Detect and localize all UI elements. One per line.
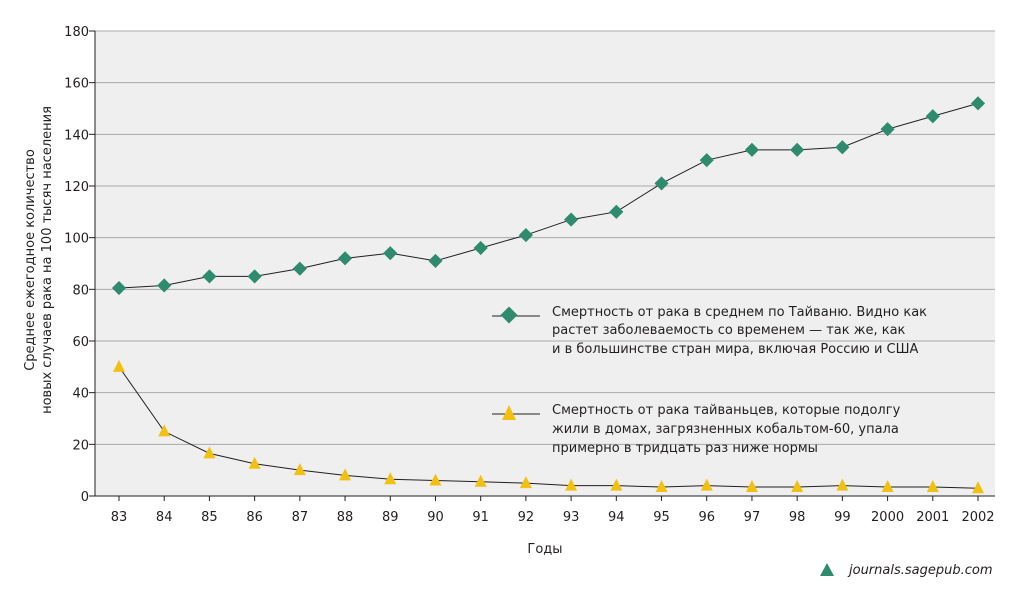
series-2-point xyxy=(972,481,984,494)
series-1-point xyxy=(835,140,850,155)
series-1-point xyxy=(744,142,760,157)
x-tick-label: 84 xyxy=(156,510,173,525)
series-2-point xyxy=(745,479,758,492)
x-tick-label: 98 xyxy=(789,510,806,525)
series-2-point xyxy=(429,473,442,486)
y-tick-label: 180 xyxy=(64,25,89,40)
series-2-point xyxy=(474,474,487,487)
x-tick-label: 83 xyxy=(111,510,128,525)
series-1-point xyxy=(202,269,217,284)
x-tick-label: 96 xyxy=(698,510,715,525)
series-1-point xyxy=(970,96,986,111)
series-1-point xyxy=(428,253,443,268)
x-tick-label: 99 xyxy=(834,510,851,525)
series-1-point xyxy=(518,228,533,243)
legend-triangle-icon xyxy=(502,405,516,420)
series-1-point xyxy=(790,142,805,157)
legend-2-line-1: Смертность от рака тайваньцев, которые п… xyxy=(552,403,901,418)
x-tick-label: 89 xyxy=(382,510,399,525)
x-tick-label: 2000 xyxy=(871,510,904,525)
gridlines xyxy=(89,30,995,501)
series-2-point xyxy=(881,479,894,492)
series-2-point xyxy=(158,424,171,437)
y-tick-label: 80 xyxy=(72,283,89,298)
x-tick-label: 90 xyxy=(427,510,444,525)
legend-2-line-2: жили в домах, загрязненных кобальтом-60,… xyxy=(552,422,899,437)
y-tick-label: 60 xyxy=(72,335,89,350)
x-axis-title: Годы xyxy=(527,542,562,557)
series-2-point xyxy=(610,478,623,491)
x-tick-label: 93 xyxy=(563,510,580,525)
legend-2-line-3: примерно в тридцать раз ниже нормы xyxy=(552,441,818,456)
series-markers xyxy=(111,96,986,494)
series-2-point xyxy=(836,478,849,491)
series-2-point xyxy=(519,476,532,489)
series-1-point xyxy=(925,109,940,124)
series-1-line xyxy=(118,102,979,289)
series-1-point xyxy=(564,212,579,227)
x-tick-label: 88 xyxy=(337,510,354,525)
x-tick-label: 87 xyxy=(292,510,309,525)
y-axis-title-line-1: Среднее ежегодное количество xyxy=(23,149,38,371)
x-tick-label: 2002 xyxy=(961,510,994,525)
series-2-point xyxy=(655,479,668,492)
legend-1-line-2: растет заболеваемость со временем — так … xyxy=(552,323,906,338)
legend: Смертность от рака в среднем по Тайваню.… xyxy=(492,305,927,456)
y-tick-label: 160 xyxy=(64,77,89,92)
x-tick-labels: 83 84 85 86 87 88 89 90 91 92 93 94 95 96 97 98 99 2000 20… xyxy=(111,510,995,525)
y-axis-title-line-2: новых случаев рака на 100 тысяч населени… xyxy=(40,106,55,414)
triangle-icon xyxy=(820,563,834,576)
y-tick-label: 0 xyxy=(81,490,89,505)
series-1-point xyxy=(473,240,488,256)
plot-area xyxy=(95,31,995,496)
series-1-point xyxy=(337,251,353,266)
series-1-point xyxy=(157,278,172,293)
legend-1-line-3: и в большинстве стран мира, включая Росс… xyxy=(552,342,919,357)
series-2-point xyxy=(203,446,216,459)
series-2-point xyxy=(700,478,713,491)
x-tick-label: 97 xyxy=(744,510,761,525)
y-tick-label: 40 xyxy=(72,387,89,402)
series-1-point xyxy=(699,153,714,168)
legend-diamond-icon xyxy=(500,306,518,324)
series-1-point xyxy=(880,122,895,137)
series-1-point xyxy=(111,280,127,296)
y-tick-labels: 0 20 40 60 80 100 120 140 160 180 xyxy=(64,25,89,505)
series-lines xyxy=(118,102,979,489)
series-2-point xyxy=(791,479,804,492)
x-tick-label: 91 xyxy=(472,510,489,525)
series-1-point xyxy=(654,176,669,191)
series-2-point xyxy=(384,472,397,485)
series-2-point xyxy=(926,479,939,492)
series-2-point xyxy=(248,456,261,469)
series-1-point xyxy=(247,269,262,284)
legend-1-line-1: Смертность от рака в среднем по Тайваню.… xyxy=(552,305,927,320)
x-tick-label: 2001 xyxy=(916,510,949,525)
x-tick-label: 95 xyxy=(653,510,670,525)
x-tick-label: 86 xyxy=(246,510,263,525)
x-tick-label: 85 xyxy=(201,510,218,525)
y-axis-title: Среднее ежегодное количество новых случа… xyxy=(23,106,55,414)
series-1-point xyxy=(292,261,307,276)
y-tick-label: 120 xyxy=(64,180,89,195)
source-link[interactable]: journals.sagepub.com xyxy=(847,563,993,578)
series-1-point xyxy=(383,246,398,261)
y-tick-label: 20 xyxy=(72,438,89,453)
x-tick-label: 92 xyxy=(518,510,535,525)
series-2-point xyxy=(293,463,306,476)
y-tick-label: 140 xyxy=(64,128,89,143)
y-tick-label: 100 xyxy=(64,232,89,247)
series-2-line xyxy=(118,366,979,489)
series-2-point xyxy=(339,468,352,481)
series-2-point xyxy=(565,478,578,491)
series-1-point xyxy=(609,204,624,219)
x-tick-label: 94 xyxy=(608,510,625,525)
series-2-point xyxy=(113,359,125,372)
